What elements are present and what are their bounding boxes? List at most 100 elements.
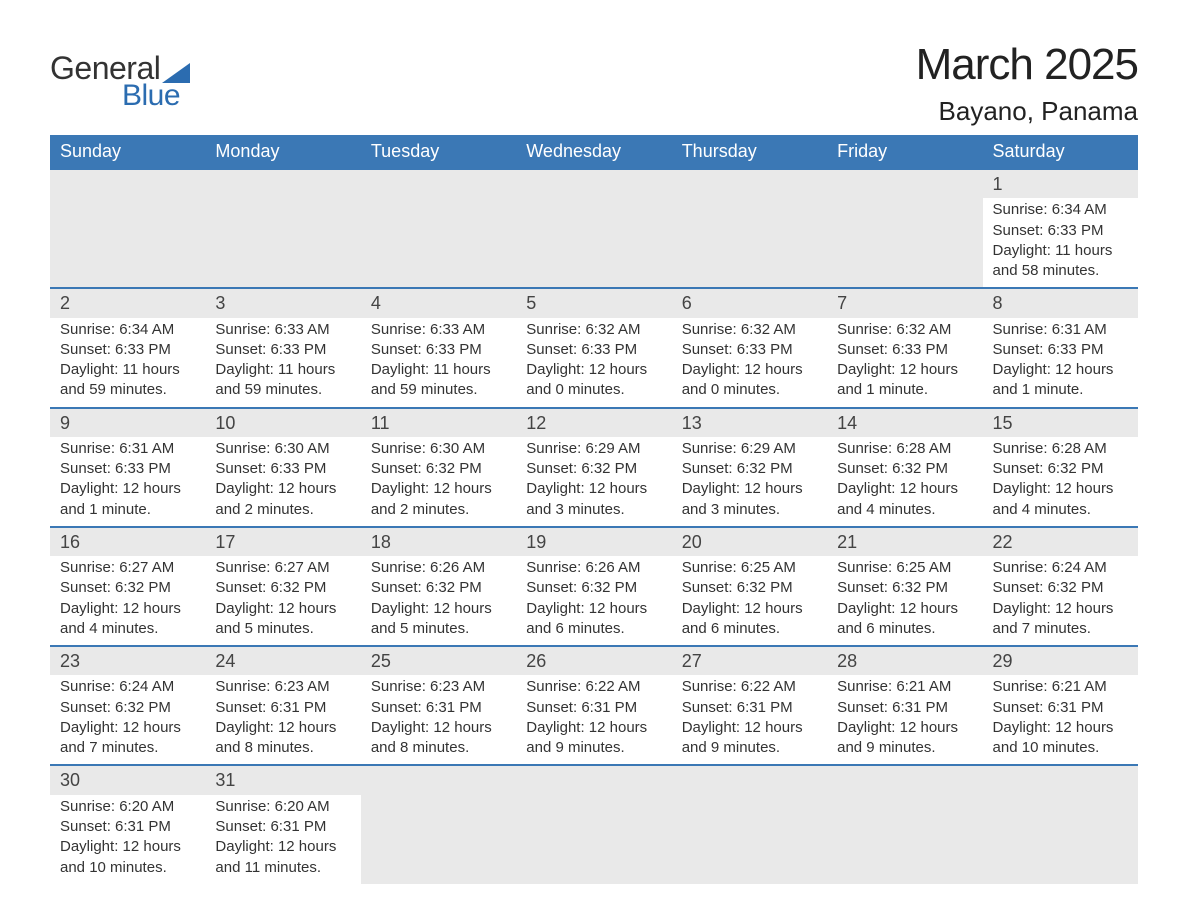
day-header: Saturday [983,135,1138,169]
day-number: 5 [516,289,671,317]
day-details-cell: Sunrise: 6:31 AMSunset: 6:33 PMDaylight:… [983,318,1138,408]
daylight: Daylight: 11 hours and 59 minutes. [60,360,195,401]
daylight: Daylight: 12 hours and 9 minutes. [682,718,817,759]
sunset-label: Sunset: [526,341,581,358]
sunrise-label: Sunrise: [371,321,430,338]
sunset: Sunset: 6:32 PM [837,578,972,598]
sunrise-label: Sunrise: [837,559,896,576]
sunrise-label: Sunrise: [837,678,896,695]
sunrise-value: 6:27 AM [119,559,174,576]
day-number-cell [361,765,516,794]
sunset-value: 6:33 PM [115,460,171,477]
daylight-label: Daylight: [526,361,589,378]
day-details-cell: Sunrise: 6:26 AMSunset: 6:32 PMDaylight:… [361,556,516,646]
day-number-cell: 19 [516,527,671,556]
daylight: Daylight: 12 hours and 0 minutes. [526,360,661,401]
daylight-label: Daylight: [215,719,278,736]
day-number: 19 [516,528,671,556]
day-number: 7 [827,289,982,317]
day-number: 15 [983,409,1138,437]
sunset-label: Sunset: [837,699,892,716]
sunset-label: Sunset: [215,460,270,477]
sunrise-value: 6:31 AM [1052,321,1107,338]
sunset: Sunset: 6:33 PM [215,459,350,479]
sunset-value: 6:31 PM [270,699,326,716]
sunset: Sunset: 6:32 PM [993,578,1128,598]
day-details-cell: Sunrise: 6:34 AMSunset: 6:33 PMDaylight:… [983,198,1138,288]
sunset: Sunset: 6:31 PM [682,698,817,718]
daylight: Daylight: 12 hours and 1 minute. [60,479,195,520]
sunrise: Sunrise: 6:28 AM [837,439,972,459]
sunrise-value: 6:21 AM [896,678,951,695]
day-number-cell: 1 [983,169,1138,198]
sunrise: Sunrise: 6:28 AM [993,439,1128,459]
sunset: Sunset: 6:31 PM [526,698,661,718]
day-number: 10 [205,409,360,437]
sunrise: Sunrise: 6:30 AM [215,439,350,459]
day-number: 16 [50,528,205,556]
daylight-label: Daylight: [682,600,745,617]
day-number: 1 [983,170,1138,198]
sunset-value: 6:32 PM [581,460,637,477]
sunset-label: Sunset: [60,699,115,716]
sunset-value: 6:32 PM [270,579,326,596]
day-details-cell: Sunrise: 6:26 AMSunset: 6:32 PMDaylight:… [516,556,671,646]
sunrise-value: 6:28 AM [1052,440,1107,457]
sunrise-value: 6:22 AM [741,678,796,695]
day-header: Monday [205,135,360,169]
day-number-cell: 14 [827,408,982,437]
sunrise-value: 6:34 AM [119,321,174,338]
day-details-cell [516,198,671,288]
daylight-label: Daylight: [371,600,434,617]
daylight-label: Daylight: [60,361,123,378]
week-details-row: Sunrise: 6:31 AMSunset: 6:33 PMDaylight:… [50,437,1138,527]
daylight: Daylight: 12 hours and 5 minutes. [215,599,350,640]
sunrise: Sunrise: 6:34 AM [993,200,1128,220]
day-number-cell: 23 [50,646,205,675]
day-details-cell [50,198,205,288]
sunrise: Sunrise: 6:20 AM [215,797,350,817]
day-number-cell: 30 [50,765,205,794]
day-number: 22 [983,528,1138,556]
sunset-label: Sunset: [215,579,270,596]
daylight: Daylight: 12 hours and 10 minutes. [993,718,1128,759]
day-number-cell: 29 [983,646,1138,675]
sunset: Sunset: 6:32 PM [526,459,661,479]
day-number: 24 [205,647,360,675]
sunset-label: Sunset: [682,699,737,716]
sunset: Sunset: 6:33 PM [215,340,350,360]
sunset: Sunset: 6:33 PM [993,221,1128,241]
day-number: 23 [50,647,205,675]
day-number: 11 [361,409,516,437]
day-details-cell: Sunrise: 6:22 AMSunset: 6:31 PMDaylight:… [516,675,671,765]
sunrise: Sunrise: 6:24 AM [993,558,1128,578]
sunset-value: 6:32 PM [115,699,171,716]
sunset-label: Sunset: [682,341,737,358]
logo-text-blue: Blue [122,79,190,113]
sunrise-value: 6:32 AM [741,321,796,338]
sunset-value: 6:32 PM [581,579,637,596]
day-number-cell: 18 [361,527,516,556]
day-number: 26 [516,647,671,675]
day-details-cell [672,198,827,288]
sunrise-value: 6:23 AM [430,678,485,695]
sunrise-label: Sunrise: [526,559,585,576]
daylight: Daylight: 12 hours and 8 minutes. [371,718,506,759]
sunset: Sunset: 6:33 PM [60,340,195,360]
week-daynum-row: 23242526272829 [50,646,1138,675]
sunset-label: Sunset: [371,699,426,716]
sunset-value: 6:33 PM [270,460,326,477]
sunrise: Sunrise: 6:29 AM [682,439,817,459]
day-number-cell: 15 [983,408,1138,437]
day-number-cell: 3 [205,288,360,317]
sunset: Sunset: 6:33 PM [837,340,972,360]
daylight: Daylight: 12 hours and 3 minutes. [682,479,817,520]
day-number: 18 [361,528,516,556]
day-number-cell: 17 [205,527,360,556]
sunrise-value: 6:25 AM [896,559,951,576]
sunset: Sunset: 6:33 PM [60,459,195,479]
daylight-label: Daylight: [837,480,900,497]
day-number-cell: 11 [361,408,516,437]
sunrise-value: 6:20 AM [119,798,174,815]
sunrise: Sunrise: 6:30 AM [371,439,506,459]
